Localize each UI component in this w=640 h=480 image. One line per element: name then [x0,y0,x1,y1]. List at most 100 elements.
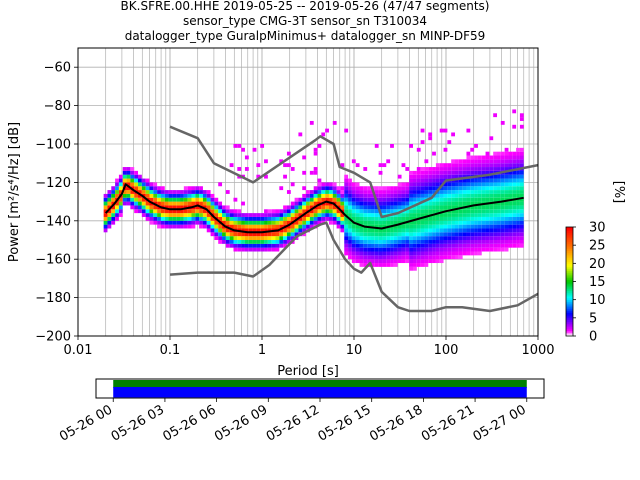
heatmap-cell [447,193,452,198]
heatmap-cell [458,193,463,198]
heatmap-cell [328,205,333,210]
heatmap-cell [134,201,139,206]
heatmap-cell [374,243,379,248]
heatmap-cell [107,216,112,221]
heatmap-cell [390,251,394,256]
heatmap-cell [199,201,203,206]
heatmap-cell [233,197,238,202]
heatmap-cell [122,190,127,194]
colorbar-segment [566,306,573,310]
heatmap-cell [260,144,265,148]
availability-tick-label: 05-26 03 [109,402,167,444]
heatmap-cell [122,174,127,179]
heatmap-cell [451,170,456,175]
heatmap-cell [359,201,364,206]
heatmap-cell [393,228,398,233]
heatmap-cell [470,182,475,187]
heatmap-cell [420,240,425,244]
heatmap-cell [447,167,452,171]
heatmap-cell [107,197,112,202]
availability-tick-label: 05-26 06 [160,402,218,444]
heatmap-cell [439,163,444,168]
heatmap-cell [325,182,329,187]
availability-bars [113,380,527,398]
heatmap-cell [336,220,341,225]
heatmap-cell [157,220,161,225]
heatmap-cell [321,205,326,210]
heatmap-cell [195,209,200,214]
y-tick-label: −120 [35,176,71,191]
heatmap-cell [264,243,268,248]
heatmap-cell [455,197,459,202]
heatmap-cell [309,201,314,206]
heatmap-cell [302,220,307,225]
heatmap-cell [172,220,177,225]
heatmap-cell [504,240,509,244]
heatmap-cell [493,197,498,202]
heatmap-cell [145,209,150,214]
heatmap-cell [126,190,131,194]
heatmap-cell [420,232,425,237]
heatmap-cell [443,163,448,168]
heatmap-cell [500,236,505,240]
heatmap-cell [344,201,349,206]
heatmap-cell [355,209,360,214]
heatmap-cell [432,220,436,225]
heatmap-cell [218,213,223,217]
heatmap-cell [222,205,226,210]
x-tick-label: 100 [434,343,459,358]
heatmap-cell [409,174,413,179]
heatmap-cell [477,240,482,244]
heatmap-cell [401,193,406,198]
heatmap-cell [512,240,517,244]
heatmap-cell [474,163,478,168]
heatmap-cell [225,205,230,210]
heatmap-cell [451,255,456,260]
heatmap-cell [244,224,249,229]
heatmap-cell [313,201,318,206]
heatmap-cell [374,247,379,252]
heatmap-cell [500,155,505,160]
title-line-1: BK.SFRE.00.HHE 2019-05-25 -- 2019-05-26 … [121,0,490,13]
heatmap-cell [313,170,318,175]
heatmap-cell [149,190,154,194]
heatmap-cell [386,190,391,194]
heatmap-cell [386,228,391,233]
heatmap-cell [321,213,326,217]
heatmap-cell [470,220,475,225]
heatmap-cell [351,201,356,206]
heatmap-cell [164,216,169,221]
heatmap-cell [474,240,478,244]
heatmap-cell [351,213,356,217]
heatmap-cell [279,159,284,164]
heatmap-cell [382,236,387,240]
heatmap-cell [252,240,257,244]
heatmap-cell [237,209,242,214]
heatmap-cell [168,201,173,206]
heatmap-cell [401,201,406,206]
heatmap-cell [428,259,433,264]
heatmap-cell [500,197,505,202]
y-tick-label: −80 [44,99,71,114]
heatmap-cell [294,220,299,225]
heatmap-cell [470,251,475,256]
heatmap-cell [508,178,513,183]
heatmap-cell [317,197,322,202]
heatmap-cell [374,205,379,210]
heatmap-cell [344,236,349,240]
heatmap-cell [416,255,421,260]
heatmap-cell [199,197,203,202]
heatmap-cell [393,216,398,221]
heatmap-cell [176,205,181,210]
heatmap-cell [252,236,257,240]
heatmap-cell [283,209,287,214]
colorbar-segment [566,248,573,252]
heatmap-cell [390,205,394,210]
heatmap-cell [519,178,524,183]
heatmap-cell [435,255,440,260]
heatmap-cell [493,209,498,214]
colorbar-segment [566,325,573,328]
heatmap-cell [462,251,467,256]
heatmap-cell [412,263,417,267]
heatmap-cell [443,193,448,198]
